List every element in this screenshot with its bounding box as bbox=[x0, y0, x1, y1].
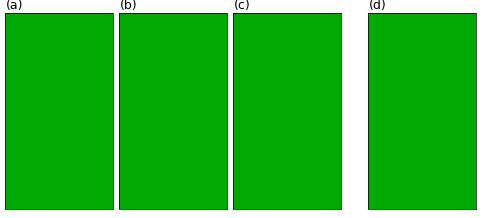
Text: (a): (a) bbox=[6, 0, 24, 12]
Text: (d): (d) bbox=[369, 0, 387, 12]
Text: (b): (b) bbox=[120, 0, 138, 12]
Text: (c): (c) bbox=[234, 0, 251, 12]
